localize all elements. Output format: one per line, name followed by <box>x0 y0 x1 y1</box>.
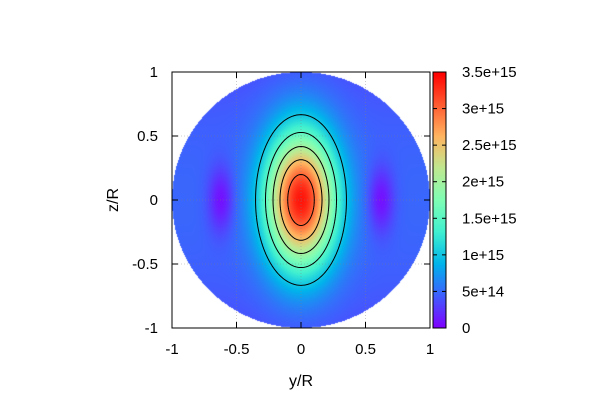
x-axis-label: y/R <box>289 373 313 390</box>
colorbar-tick-label: 1.5e+15 <box>462 210 517 227</box>
colorbar-tick-label: 3e+15 <box>462 101 504 118</box>
x-tick-label: 0.5 <box>355 341 376 358</box>
colorbar-gradient <box>433 72 446 328</box>
contour-line <box>279 159 323 241</box>
contour-line <box>272 146 330 254</box>
colorbar-tick-label: 0 <box>462 320 470 337</box>
x-tick-label: 1 <box>426 341 434 358</box>
x-axis-ticks: -1 -0.5 0 0.5 1 <box>165 72 434 358</box>
colorbar-tick-label: 2e+15 <box>462 174 504 191</box>
y-tick-label: -1 <box>145 320 158 337</box>
grid-lines <box>172 72 430 328</box>
y-tick-label: 0.5 <box>137 128 158 145</box>
colorbar-ticks: 3.5e+15 3e+15 2.5e+15 2e+15 1.5e+15 1e+15 5e+1… <box>433 64 517 337</box>
y-tick-label: -0.5 <box>132 256 158 273</box>
contour-lines <box>255 114 347 286</box>
y-axis-label: z/R <box>105 188 122 212</box>
contour-line <box>287 173 315 227</box>
y-tick-label: 0 <box>150 192 158 209</box>
y-tick-label: 1 <box>150 64 158 81</box>
x-tick-label: -0.5 <box>224 341 250 358</box>
colorbar-tick-label: 5e+14 <box>462 283 504 300</box>
contour-line <box>255 114 347 286</box>
colorbar-tick-label: 2.5e+15 <box>462 137 517 154</box>
x-tick-label: -1 <box>165 341 178 358</box>
colorbar-frame <box>432 71 447 329</box>
colorbar-tick-label: 3.5e+15 <box>462 64 517 81</box>
y-axis-ticks: 1 0.5 0 -0.5 -1 <box>132 64 430 337</box>
x-tick-label: 0 <box>297 341 305 358</box>
contour-line <box>264 131 338 269</box>
colorbar-tick-label: 1e+15 <box>462 247 504 264</box>
